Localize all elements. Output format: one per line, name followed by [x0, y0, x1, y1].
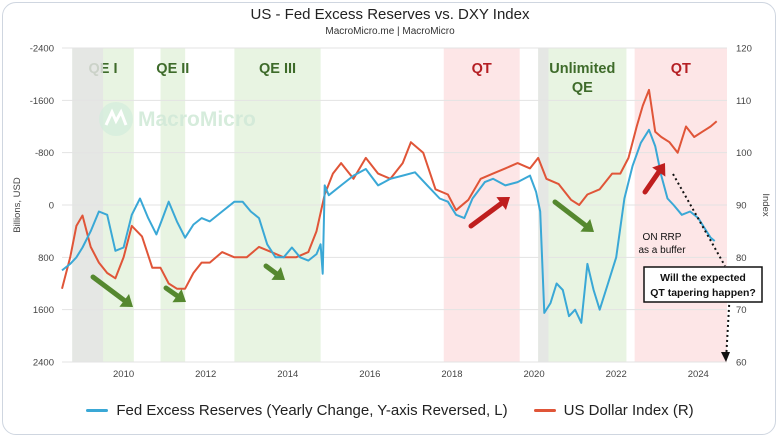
x-tick: 2022	[606, 369, 627, 380]
green-arrow-head	[119, 294, 133, 307]
legend-label-dxy: US Dollar Index (R)	[563, 402, 694, 419]
green-arrow	[263, 263, 279, 276]
red-arrow-head	[496, 197, 510, 210]
series-line-reserves	[61, 128, 716, 324]
y-right-tick: 80	[736, 253, 747, 264]
x-tick: 2018	[441, 369, 462, 380]
annotations: ON RRP as a buffer Will the expected QT …	[638, 173, 763, 362]
on-rrp-label: ON RRP	[643, 232, 682, 243]
series-lines	[61, 88, 718, 324]
x-tick: 2014	[277, 369, 298, 380]
band-label-1-0: QE II	[156, 61, 189, 77]
x-tick: 2016	[359, 369, 380, 380]
chart-subtitle: MacroMicro.me | MacroMicro	[325, 26, 455, 37]
y-left-tick: 1600	[33, 305, 54, 316]
y-right-axis-label: Index	[760, 193, 771, 216]
red-arrow-head	[652, 163, 666, 177]
legend-label-reserves: Fed Excess Reserves (Yearly Change, Y-ax…	[116, 402, 508, 419]
legend-item-reserves[interactable]: Fed Excess Reserves (Yearly Change, Y-ax…	[86, 402, 508, 419]
trend-arrows	[90, 163, 666, 307]
y-left-tick: 0	[49, 201, 54, 212]
x-tick: 2020	[523, 369, 544, 380]
on-rrp-label-2: as a buffer	[638, 245, 686, 256]
x-tick: 2012	[195, 369, 216, 380]
green-arrow-head	[580, 218, 594, 232]
y-right-tick: 120	[736, 44, 752, 55]
legend: Fed Excess Reserves (Yearly Change, Y-ax…	[0, 402, 780, 419]
question-line-1: Will the expected	[660, 272, 746, 284]
watermark: MacroMicro	[99, 102, 256, 136]
question-line-2: QT tapering happen?	[650, 287, 756, 299]
band-label-5-0: QT	[671, 61, 691, 77]
legend-item-dxy[interactable]: US Dollar Index (R)	[533, 402, 694, 419]
green-arrow	[552, 199, 588, 228]
x-tick: 2024	[688, 369, 709, 380]
y-right-tick: 110	[736, 96, 751, 107]
y-left-tick: 800	[38, 253, 54, 264]
y-right-tick: 100	[736, 148, 752, 159]
question-box	[643, 266, 763, 303]
band-label-3-0: QT	[472, 61, 492, 77]
band-label-4-0: Unlimited	[549, 61, 615, 77]
green-arrow-head	[172, 289, 186, 303]
red-arrow	[642, 169, 662, 195]
y-right-tick: 70	[736, 305, 747, 316]
y-right-tick: 60	[736, 358, 747, 369]
y-left-tick: -800	[35, 148, 54, 159]
band-label-4-1: QE	[572, 80, 593, 96]
red-arrow	[468, 201, 504, 229]
dotted-arrow-head	[721, 352, 730, 362]
axes: -2400 -1600 -800 0 800 1600 2400 120 110 100 90 80 7…	[12, 44, 771, 381]
green-arrow-head	[271, 267, 285, 280]
y-left-tick: -2400	[30, 44, 54, 55]
y-left-tick: 2400	[33, 358, 54, 369]
x-tick: 2010	[113, 369, 134, 380]
legend-swatch-dxy	[533, 409, 556, 412]
legend-swatch-reserves	[86, 409, 109, 412]
y-left-axis-label: Billions, USD	[12, 177, 23, 233]
y-left-tick: -1600	[30, 96, 54, 107]
green-arrow	[163, 285, 180, 299]
svg-text:MacroMicro: MacroMicro	[138, 108, 256, 131]
y-right-tick: 90	[736, 201, 747, 212]
chart-title: US - Fed Excess Reserves vs. DXY Index	[250, 6, 530, 23]
green-arrow	[90, 274, 127, 303]
band-label-2-0: QE III	[259, 61, 296, 77]
